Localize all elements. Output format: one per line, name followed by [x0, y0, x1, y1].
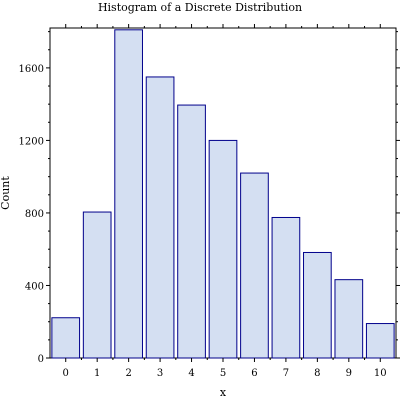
y-tick-label-1600: 1600	[19, 64, 44, 75]
bar-3	[145, 76, 175, 359]
bar-10	[365, 323, 395, 359]
x-tick-label-8: 8	[314, 368, 320, 379]
x-tick-label-9: 9	[346, 368, 352, 379]
x-tick-label-2: 2	[125, 368, 131, 379]
y-tick-label-800: 800	[25, 209, 44, 220]
chart-title: Histogram of a Discrete Distribution	[98, 1, 302, 14]
x-tick-label-4: 4	[188, 368, 194, 379]
bar-8	[303, 251, 332, 359]
y-axis-label: Count	[0, 176, 12, 210]
x-tick-label-6: 6	[251, 368, 257, 379]
x-tick-label-3: 3	[157, 368, 163, 379]
y-tick-label-0: 0	[38, 354, 44, 365]
bar-7	[271, 216, 301, 359]
x-tick-label-10: 10	[374, 368, 387, 379]
bar-6	[240, 172, 269, 359]
x-tick-label-5: 5	[220, 368, 226, 379]
y-tick-label-400: 400	[25, 281, 44, 292]
x-tick-labels: 0 1 2 3 4 5 6 7 8 9 10	[63, 368, 387, 379]
y-tick-label-1200: 1200	[19, 136, 44, 147]
bars-group	[51, 29, 395, 359]
bar-1	[82, 211, 112, 359]
y-tick-labels: 0 400 800 1200 1600	[19, 64, 44, 365]
ticks-group	[46, 24, 400, 362]
x-tick-label-0: 0	[63, 368, 69, 379]
bar-5	[208, 139, 238, 359]
bar-9	[334, 279, 364, 359]
bar-0	[51, 317, 81, 359]
x-axis-label: x	[220, 386, 227, 399]
bar-4	[177, 104, 206, 359]
x-tick-label-7: 7	[283, 368, 289, 379]
bar-2	[114, 29, 143, 359]
x-tick-label-1: 1	[94, 368, 100, 379]
